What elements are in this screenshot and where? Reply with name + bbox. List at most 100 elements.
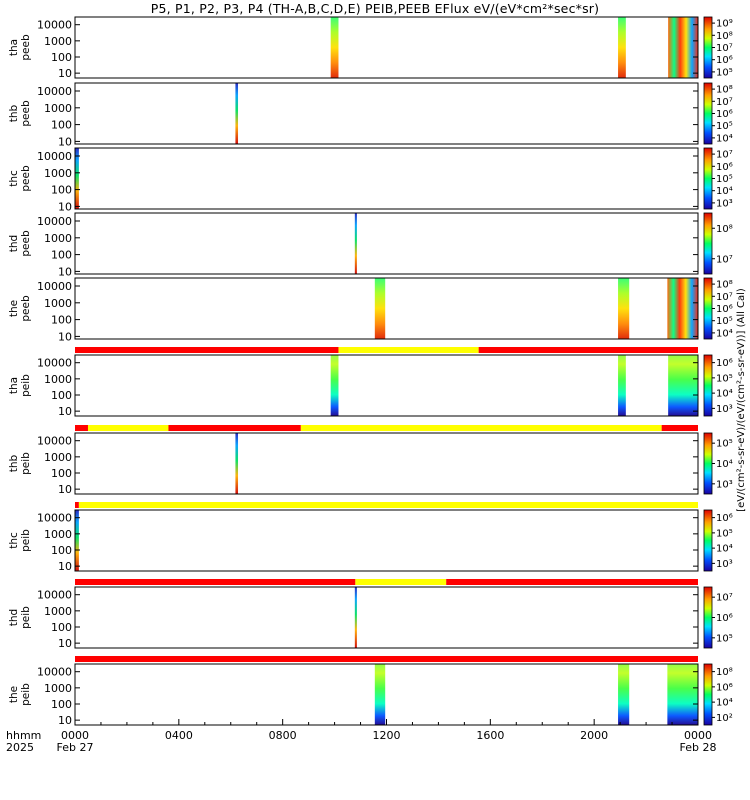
time-row-label: hhmm [6, 729, 41, 742]
y-axis-label-probe: tha [8, 39, 20, 56]
spectrogram-block [667, 278, 698, 339]
colorbar-tick-label: 10⁵ [716, 528, 733, 539]
y-tick-label: 1000 [44, 297, 72, 310]
colorbar-tick-label: 10⁴ [716, 698, 733, 709]
y-axis-label-probe: thd [8, 235, 20, 252]
panel-frame [74, 586, 699, 649]
y-axis-label-probe: the [8, 300, 20, 317]
colorbar-tick-label: 10⁵ [716, 121, 733, 132]
y-tick-label: 100 [51, 544, 72, 557]
mode-bar-segment [338, 347, 479, 353]
panel-thb-peib: 10 100 1000 10000 thb peib 10³ 10⁴ 10⁵ [8, 425, 733, 496]
x-tick-label: 1600 [476, 729, 504, 742]
y-tick-label: 10 [58, 200, 72, 213]
colorbar [703, 147, 713, 210]
y-axis-label-probe: thb [8, 104, 20, 122]
colorbar [703, 354, 713, 417]
y-tick-label: 10 [58, 265, 72, 278]
colorbar [703, 16, 713, 79]
colorbar-tick-label: 10⁷ [716, 97, 733, 108]
spectrogram-block [618, 17, 626, 78]
mode-bar-segment [168, 425, 301, 431]
y-tick-label: 10000 [37, 215, 72, 228]
spectrogram-block [75, 148, 79, 209]
y-axis-label-product: peeb [20, 165, 32, 192]
spectrogram-block [75, 510, 79, 571]
spectrogram-block [667, 664, 698, 725]
panel-frame [74, 212, 699, 275]
y-tick-label: 10 [58, 483, 72, 496]
spectrogram-block [235, 83, 239, 144]
y-tick-label: 10000 [37, 589, 72, 602]
y-tick-label: 1000 [44, 682, 72, 695]
date-label-start: Feb 27 [57, 741, 94, 754]
colorbar-tick-label: 10⁶ [716, 613, 733, 624]
colorbar-tick-label: 10⁴ [716, 186, 733, 197]
mode-bar-segment [78, 502, 699, 508]
spectrogram-block [618, 278, 630, 339]
y-tick-label: 10 [58, 330, 72, 343]
y-axis-label-probe: tha [8, 377, 20, 394]
mode-bar-segment [75, 502, 79, 508]
colorbar [703, 82, 713, 145]
y-tick-label: 10 [58, 560, 72, 573]
y-axis-label-probe: the [8, 686, 20, 703]
panel-the-peib: 10 100 1000 10000 the peib 10² 10⁴ 10⁶ 10⁸ [8, 656, 733, 727]
y-tick-label: 100 [51, 249, 72, 262]
y-tick-label: 100 [51, 467, 72, 480]
colorbar-tick-label: 10⁴ [716, 459, 733, 470]
y-tick-label: 10000 [37, 150, 72, 163]
colorbar [703, 586, 713, 649]
y-tick-label: 1000 [44, 102, 72, 115]
x-tick-label: 1200 [373, 729, 401, 742]
y-tick-label: 10 [58, 405, 72, 418]
colorbar-tick-label: 10⁷ [716, 292, 733, 303]
colorbar-tick-label: 10⁸ [716, 224, 733, 235]
spectrogram-block [330, 17, 339, 78]
colorbar [703, 212, 713, 275]
spectrogram-block [668, 17, 698, 78]
spectrogram-block [330, 355, 339, 416]
x-tick-label: 0800 [269, 729, 297, 742]
colorbar-tick-label: 10⁵ [716, 439, 733, 450]
colorbar-tick-label: 10⁴ [716, 544, 733, 555]
y-tick-label: 1000 [44, 232, 72, 245]
colorbar-tick-label: 10⁹ [716, 19, 733, 30]
colorbar-tick-label: 10⁸ [716, 280, 733, 291]
y-axis-label-product: peeb [20, 230, 32, 257]
panel-frame [74, 82, 699, 145]
y-axis-label-probe: thc [8, 170, 20, 187]
x-tick-label: 2000 [580, 729, 608, 742]
colorbar-tick-label: 10⁶ [716, 162, 733, 173]
spectrogram-block [618, 664, 630, 725]
y-axis-label-product: peib [20, 606, 32, 629]
colorbar-tick-label: 10⁶ [716, 513, 733, 524]
colorbar-tick-label: 10⁸ [716, 667, 733, 678]
mode-bar-segment [478, 347, 698, 353]
y-tick-label: 1000 [44, 528, 72, 541]
colorbar-tick-label: 10⁶ [716, 304, 733, 315]
mode-bar-segment [661, 425, 698, 431]
mode-bar-segment [75, 656, 698, 662]
colorbar-tick-label: 10⁶ [716, 358, 733, 369]
y-tick-label: 100 [51, 184, 72, 197]
colorbar-tick-label: 10³ [716, 198, 733, 209]
x-tick-label: 0400 [165, 729, 193, 742]
colorbar-tick-label: 10⁴ [716, 133, 733, 144]
colorbar-tick-label: 10⁷ [716, 593, 733, 604]
y-tick-label: 10 [58, 67, 72, 80]
spectrogram-block [618, 355, 626, 416]
mode-bar-segment [75, 347, 339, 353]
y-axis-label-product: peib [20, 374, 32, 397]
colorbar-tick-label: 10² [716, 713, 733, 724]
y-axis-label-probe: thc [8, 532, 20, 549]
y-axis-label-probe: thb [8, 454, 20, 472]
y-axis-label-product: peib [20, 529, 32, 552]
y-tick-label: 1000 [44, 35, 72, 48]
colorbar [703, 663, 713, 726]
colorbar-tick-label: 10³ [716, 404, 733, 415]
y-tick-label: 10 [58, 637, 72, 650]
year-label: 2025 [6, 741, 34, 754]
